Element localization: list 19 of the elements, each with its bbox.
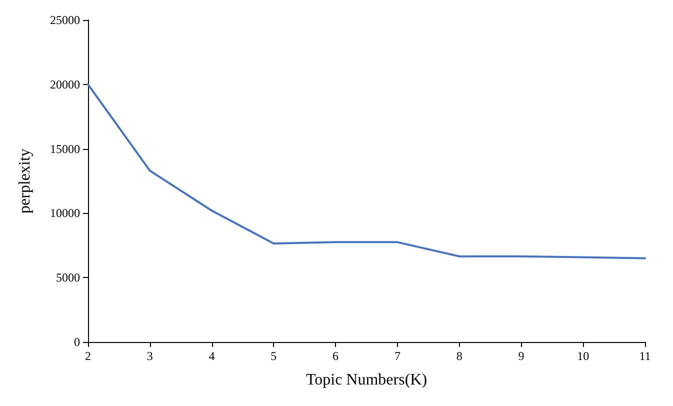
x-tick-label: 8 — [456, 349, 462, 363]
y-tick-label: 10000 — [50, 206, 80, 220]
x-tick-label: 5 — [270, 349, 277, 363]
x-tick-label: 6 — [332, 349, 339, 363]
x-tick-label: 2 — [85, 349, 91, 363]
x-axis-title: Topic Numbers(K) — [306, 372, 428, 388]
y-axis-title: perplexity — [16, 148, 34, 214]
x-tick-label: 10 — [577, 349, 590, 363]
line-series — [87, 83, 646, 260]
x-tick-label: 11 — [639, 349, 651, 363]
x-tick-label: 7 — [394, 349, 400, 363]
y-tick-label: 25000 — [50, 13, 80, 27]
y-tick-label: 20000 — [50, 77, 80, 92]
y-tick-label: 5000 — [56, 270, 80, 285]
y-tick-label: 0 — [74, 335, 80, 349]
x-tick-label: 9 — [518, 349, 524, 363]
y-tick-label: 15000 — [50, 142, 80, 156]
x-tick-label: 4 — [208, 349, 215, 363]
x-tick-label: 3 — [146, 349, 153, 363]
